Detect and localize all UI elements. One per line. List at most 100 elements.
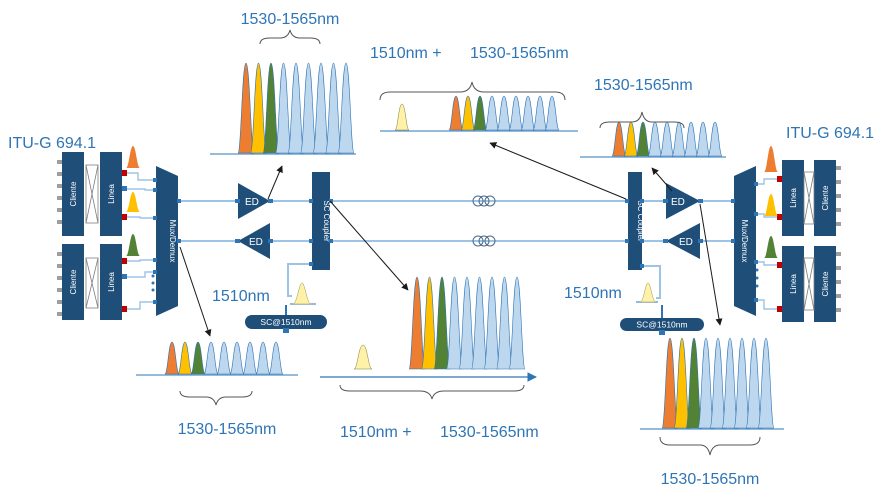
right-line-connections <box>754 178 777 310</box>
itu-label-right: ITU-G 694.1 <box>786 125 874 142</box>
channel-peak <box>611 121 627 157</box>
right-mux-demux: Mux/Demux <box>731 166 758 316</box>
right-amplifier-bottom: ED <box>663 223 703 259</box>
svg-text:Cliente: Cliente <box>69 269 78 294</box>
channel-peak <box>433 276 451 370</box>
left-amplifier-top: ED <box>235 183 273 219</box>
right-line-card-top: Linea <box>782 160 804 236</box>
left-client-ports <box>57 160 62 316</box>
channel-peak <box>757 337 775 429</box>
left-mux-demux: Mux/Demux <box>153 166 181 316</box>
channel-peak <box>458 276 476 370</box>
band-label-bottom-center: 1530-1565nm <box>440 424 539 441</box>
right-client-ports <box>836 166 841 312</box>
left-osc-spectrum <box>290 282 316 305</box>
right-client-card-top: Cliente <box>814 160 836 236</box>
channel-peak <box>697 337 715 429</box>
left-sc-1510-block: SC@1510nm <box>245 315 327 333</box>
channel-peak <box>483 276 501 370</box>
channel-peak <box>683 121 699 157</box>
channel-peak <box>508 276 526 370</box>
spectrum-icon <box>164 341 284 375</box>
channel-peak <box>408 276 426 370</box>
channel-peak <box>250 62 267 154</box>
channel-peak <box>707 121 723 157</box>
channel-peak <box>237 62 255 154</box>
svg-text:Cliente: Cliente <box>69 181 78 206</box>
spectrum-icon <box>237 62 355 154</box>
left-cross-connects <box>85 164 99 309</box>
osc-peak <box>394 103 410 131</box>
svg-text:SC@1510nm: SC@1510nm <box>636 320 687 330</box>
channel-peak <box>242 341 258 375</box>
band-label-top-right: 1530-1565nm <box>594 77 693 94</box>
fiber-coil-icon <box>472 235 496 247</box>
spectrum-icon <box>353 276 526 370</box>
channel-peak <box>287 62 305 154</box>
svg-text:Mux/Demux: Mux/Demux <box>168 220 177 263</box>
svg-text:Mux/Demux: Mux/Demux <box>740 220 749 263</box>
left-channel-dots <box>151 274 155 292</box>
right-line-card-bottom: Linea <box>782 246 804 322</box>
channel-peak <box>448 95 464 131</box>
svg-text:Linea: Linea <box>107 184 116 204</box>
svg-text:Cliente: Cliente <box>821 271 830 296</box>
channel-peak <box>216 341 232 375</box>
svg-text:SC Coupler: SC Coupler <box>322 200 331 242</box>
left-amplifier-bottom: ED <box>235 223 273 259</box>
svg-text:SC Coupler: SC Coupler <box>636 200 645 242</box>
osc-label-left: 1510nm <box>212 288 270 305</box>
svg-text:ED: ED <box>249 237 263 248</box>
channel-peak <box>229 341 245 375</box>
channel-peak <box>177 341 193 375</box>
channel-peak <box>659 121 675 157</box>
svg-text:Linea: Linea <box>789 274 798 294</box>
channel-peak <box>695 121 711 157</box>
channel-peak <box>733 337 751 429</box>
channel-peak <box>164 341 180 375</box>
channel-peak <box>268 341 284 375</box>
right-cross-connects <box>803 171 815 311</box>
fiber-coil-icon <box>472 195 496 207</box>
channel-peak <box>275 62 292 154</box>
svg-text:SC@1510nm: SC@1510nm <box>260 317 311 327</box>
channel-peak <box>421 276 438 370</box>
channel-peak <box>661 337 679 429</box>
channel-peak <box>325 62 342 154</box>
channel-peak <box>685 337 703 429</box>
svg-text:ED: ED <box>245 197 259 208</box>
channel-peak <box>709 337 727 429</box>
channel-peak <box>312 62 330 154</box>
arrow-icon <box>179 142 723 337</box>
left-client-card-top: Cliente <box>62 152 84 236</box>
right-sc-1510-block: SC@1510nm <box>620 318 704 335</box>
channel-peak <box>484 95 500 131</box>
osc-label-right: 1510nm <box>564 285 622 302</box>
right-sc-coupler: SC Coupler <box>625 172 645 270</box>
channel-peak <box>337 62 355 154</box>
svg-text:ED: ED <box>679 237 693 248</box>
osc-plus-label-bottom: 1510nm + <box>340 424 412 441</box>
channel-peak <box>496 95 512 131</box>
channel-peak <box>190 341 206 375</box>
right-client-card-bottom: Cliente <box>814 246 836 322</box>
channel-peak <box>721 337 739 429</box>
svg-text:ED: ED <box>671 197 685 208</box>
channel-peak <box>262 62 280 154</box>
osc-plus-label-top: 1510nm + <box>370 45 442 62</box>
channel-peak <box>647 121 663 157</box>
channel-peak <box>471 276 488 370</box>
right-channel-dots <box>755 268 759 288</box>
svg-text:Linea: Linea <box>107 272 116 292</box>
svg-text:Cliente: Cliente <box>821 185 830 210</box>
left-sc-coupler: SC Coupler <box>309 172 333 270</box>
band-label-bottom-left: 1530-1565nm <box>178 421 277 438</box>
channel-peak <box>472 95 488 131</box>
svg-text:Linea: Linea <box>789 188 798 208</box>
right-line-ports <box>777 176 782 312</box>
right-channel-spectra <box>764 146 778 258</box>
braces <box>179 29 761 456</box>
channel-peak <box>745 337 763 429</box>
channel-peak <box>544 95 560 131</box>
